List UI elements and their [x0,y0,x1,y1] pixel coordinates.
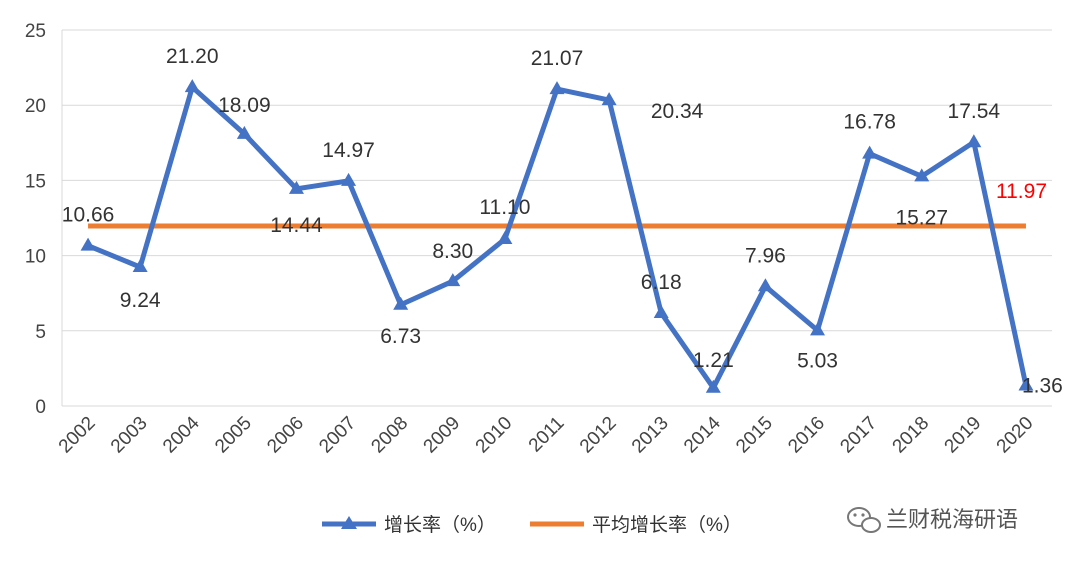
data-point-marker [132,259,148,273]
legend-average-label: 平均增长率（%） [592,514,742,536]
growth-series-group [80,79,1034,393]
data-label: 17.54 [948,100,1001,123]
data-point-marker [1018,377,1034,391]
average-line-group: 11.97 [88,180,1047,229]
x-tick-label: 2002 [55,413,100,458]
data-label: 5.03 [797,349,838,372]
data-point-marker [810,322,826,336]
data-point-marker [236,125,252,139]
data-label: 8.30 [432,240,473,263]
data-point-marker [549,81,565,95]
x-tick-label: 2010 [472,413,517,458]
legend-growth-marker [341,516,357,529]
data-label: 6.18 [641,271,682,294]
x-tick-label: 2015 [732,413,777,458]
y-tick-label: 0 [35,397,46,418]
x-axis-ticks: 2002 2003 2004 2005 2006 2007 2008 2009 2010 2011… [55,412,1038,457]
x-tick-label: 2019 [941,413,986,458]
y-tick-label: 20 [25,96,46,117]
x-tick-label: 2006 [263,413,308,458]
data-point-marker [497,231,513,245]
data-label: 1.36 [1022,375,1063,398]
x-tick-label: 2020 [993,413,1038,458]
data-point-marker [184,79,200,93]
data-point-marker [653,305,669,319]
x-tick-label: 2004 [159,412,204,457]
y-tick-label: 25 [25,21,46,42]
x-tick-label: 2007 [315,413,360,458]
data-label: 16.78 [843,111,896,134]
grid-lines [61,29,1052,407]
data-label: 11.10 [479,196,530,219]
data-label: 1.21 [693,349,734,372]
data-label: 15.27 [895,206,948,229]
x-tick-label: 2005 [211,413,256,458]
data-label: 20.34 [651,100,704,123]
data-label: 18.09 [218,94,271,117]
watermark: 兰财税海研语 [847,507,1018,533]
x-tick-label: 2012 [576,413,621,458]
data-label: 10.66 [62,204,115,227]
x-tick-label: 2016 [784,413,829,458]
y-axis-ticks: 0 5 10 15 20 25 [25,21,46,418]
data-point-marker [705,379,721,393]
average-value-label: 11.97 [996,180,1047,203]
data-point-marker [80,237,96,251]
data-label: 21.20 [166,45,219,68]
data-point-marker [341,172,357,186]
y-tick-label: 15 [25,171,46,192]
x-tick-label: 2014 [680,412,725,457]
watermark-text: 兰财税海研语 [886,507,1018,532]
data-point-marker [445,273,461,287]
data-label: 7.96 [745,244,786,267]
y-tick-label: 5 [35,322,46,343]
wechat-icon [847,507,881,533]
x-tick-label: 2017 [836,413,881,458]
data-label: 21.07 [531,47,584,70]
x-tick-label: 2003 [107,413,152,458]
data-label: 6.73 [380,325,421,348]
x-tick-label: 2011 [525,413,569,457]
data-label: 14.44 [270,214,323,237]
data-point-marker [757,278,773,292]
data-point-marker [914,168,930,182]
y-tick-label: 10 [25,247,46,268]
data-label: 9.24 [120,289,161,312]
x-tick-label: 2009 [420,413,465,458]
x-tick-label: 2013 [628,413,673,458]
data-point-marker [862,145,878,159]
data-point-marker [288,180,304,194]
data-labels: 10.66 9.24 21.20 18.09 14.44 14.97 6.73 8.30 11.… [62,45,1063,397]
data-point-marker [966,134,982,148]
data-point-marker [393,296,409,310]
x-tick-label: 2018 [889,413,934,458]
data-label: 14.97 [322,139,375,162]
legend-growth-label: 增长率（%） [384,514,496,536]
x-tick-label: 2008 [367,413,412,458]
legend: 增长率（%） 平均增长率（%） [322,514,742,536]
data-point-marker [601,92,617,106]
